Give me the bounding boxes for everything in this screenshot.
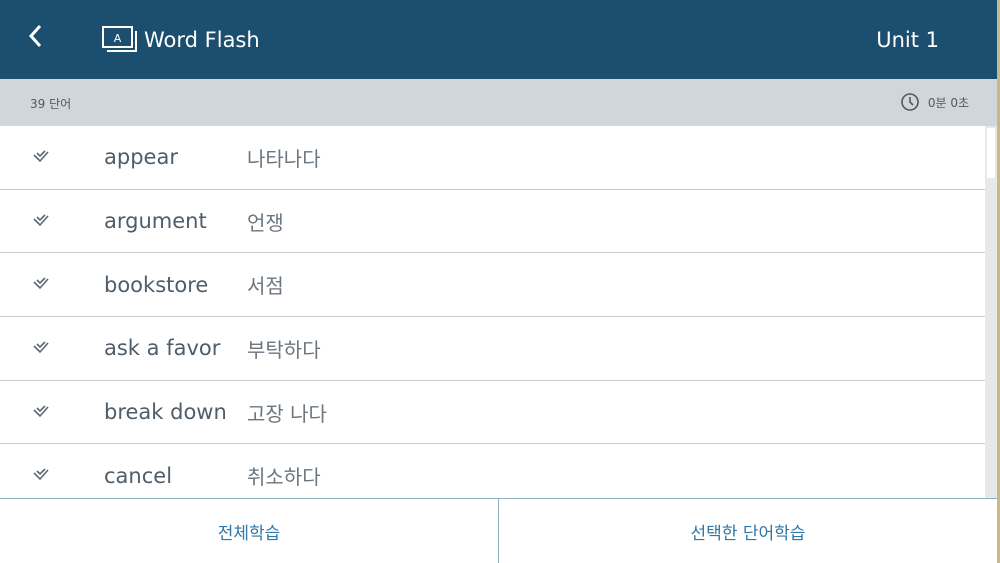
check-icon[interactable]: [32, 275, 50, 294]
word-list: appear 나타나다 argument 언쟁 bookstore 서점 ask a fav…: [0, 126, 985, 498]
check-icon[interactable]: [32, 403, 50, 422]
word-row[interactable]: cancel 취소하다: [0, 444, 985, 498]
word-korean: 취소하다: [247, 465, 321, 490]
clock-icon: [901, 93, 919, 111]
status-bar: 39 단어 0분 0초: [0, 79, 997, 126]
timer: 0분 0초: [900, 92, 969, 112]
app-title: Word Flash: [144, 28, 260, 52]
study-all-button[interactable]: 전체학습: [0, 499, 498, 563]
word-row[interactable]: break down 고장 나다: [0, 381, 985, 445]
flashcard-icon: A: [102, 26, 137, 52]
timer-value: 0분 0초: [927, 95, 969, 110]
scrollbar[interactable]: [985, 126, 997, 498]
brand: A Word Flash: [102, 26, 260, 54]
word-korean: 언쟁: [247, 210, 284, 235]
word-row[interactable]: argument 언쟁: [0, 190, 985, 254]
check-icon[interactable]: [32, 466, 50, 485]
footer: 전체학습 선택한 단어학습: [0, 498, 997, 563]
word-row[interactable]: ask a favor 부탁하다: [0, 317, 985, 381]
back-button[interactable]: [28, 22, 44, 58]
check-icon[interactable]: [32, 212, 50, 231]
word-english: bookstore: [104, 272, 209, 297]
scrollbar-thumb[interactable]: [987, 128, 995, 178]
word-english: appear: [104, 145, 178, 170]
word-korean: 부탁하다: [247, 337, 321, 362]
word-english: argument: [104, 209, 207, 234]
word-korean: 고장 나다: [247, 401, 327, 426]
word-row[interactable]: bookstore 서점: [0, 253, 985, 318]
svg-text:A: A: [114, 32, 122, 45]
chevron-left-icon: [28, 24, 42, 48]
check-icon[interactable]: [32, 339, 50, 358]
unit-label: Unit 1: [876, 28, 939, 52]
word-row[interactable]: appear 나타나다: [0, 126, 985, 190]
check-icon[interactable]: [32, 148, 50, 167]
word-english: break down: [104, 400, 227, 425]
app-header: A Word Flash Unit 1: [0, 0, 997, 79]
word-korean: 서점: [247, 274, 284, 299]
word-english: ask a favor: [104, 336, 221, 361]
word-korean: 나타나다: [247, 146, 321, 171]
study-selected-button[interactable]: 선택한 단어학습: [498, 499, 997, 563]
word-english: cancel: [104, 463, 173, 488]
word-count: 39 단어: [30, 97, 72, 111]
